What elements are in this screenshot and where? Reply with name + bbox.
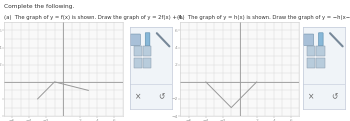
Text: ↺: ↺ <box>331 92 337 101</box>
FancyBboxPatch shape <box>130 34 140 45</box>
Text: Complete the following.: Complete the following. <box>4 4 74 9</box>
Bar <box>134 46 142 56</box>
Bar <box>143 58 151 68</box>
Text: ×: × <box>135 92 141 101</box>
Text: ↺: ↺ <box>158 92 164 101</box>
Bar <box>316 46 324 56</box>
FancyBboxPatch shape <box>303 34 314 45</box>
Bar <box>316 58 324 68</box>
Text: ×: × <box>308 92 314 101</box>
Text: (b)  The graph of y = h(x) is shown. Draw the graph of y = −h(x− 3).: (b) The graph of y = h(x) is shown. Draw… <box>177 15 350 19</box>
FancyBboxPatch shape <box>318 33 323 46</box>
Bar <box>307 58 315 68</box>
Bar <box>307 46 315 56</box>
Bar <box>143 46 151 56</box>
Text: (a)  The graph of y = f(x) is shown. Draw the graph of y = 2f(x) + 4.: (a) The graph of y = f(x) is shown. Draw… <box>4 15 183 19</box>
FancyBboxPatch shape <box>145 33 150 46</box>
Bar <box>134 58 142 68</box>
